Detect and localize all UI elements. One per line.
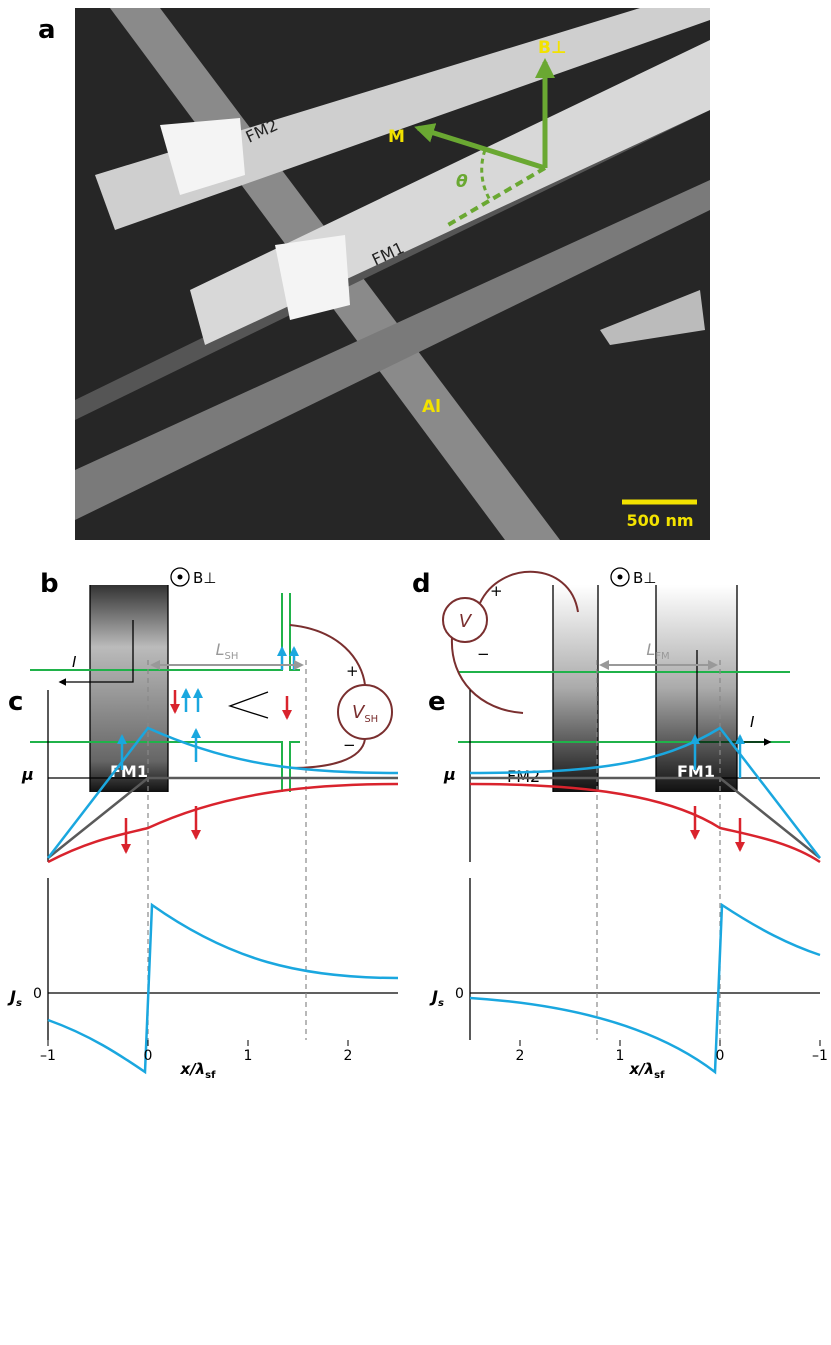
voltage-label: V xyxy=(459,611,473,632)
m-label: M xyxy=(388,127,405,147)
b-label: B⊥ xyxy=(193,569,216,587)
current-label: I xyxy=(72,653,77,671)
scale-label: 500 nm xyxy=(626,511,693,530)
x-tick-label: 1 xyxy=(616,1048,625,1064)
voltage-label: VSH xyxy=(352,702,378,725)
zero-label: 0 xyxy=(455,986,464,1002)
tspan-shape: L xyxy=(646,640,655,659)
tspan-shape: L xyxy=(216,640,225,659)
rect-shape xyxy=(90,585,168,792)
rect-shape xyxy=(553,585,598,792)
x-tick-label: –1 xyxy=(812,1048,828,1064)
panel-label: d xyxy=(412,569,431,599)
x-axis-label: x/λsf xyxy=(180,1060,217,1081)
tspan-shape: x/λ xyxy=(180,1060,206,1078)
x-tick-label: –1 xyxy=(40,1048,56,1064)
figure: a B⊥ M θ FM2 FM1 Al 500 nm b FM1 B⊥ I + … xyxy=(0,0,831,1345)
path-shape xyxy=(470,784,820,862)
js-label: Js xyxy=(429,987,444,1009)
panel-label: b xyxy=(40,569,59,599)
panel-label: e xyxy=(428,687,446,717)
micrograph xyxy=(75,8,710,540)
circle-shape xyxy=(618,575,623,580)
tspan-shape: x/λ xyxy=(629,1060,655,1078)
length-label: LSH xyxy=(216,640,239,662)
path-shape xyxy=(470,905,820,1072)
zero-label: 0 xyxy=(33,986,42,1002)
b-label: B⊥ xyxy=(538,38,567,58)
plus: + xyxy=(490,582,503,600)
fm2-label: FM2 xyxy=(507,767,540,786)
panel-label: a xyxy=(38,15,56,45)
path-shape xyxy=(148,660,306,1040)
theta-label: θ xyxy=(456,172,468,192)
tspan-shape: s xyxy=(438,998,444,1009)
js-label: Js xyxy=(7,987,22,1009)
tspan-shape: sf xyxy=(205,1070,216,1081)
tspan-shape: FM xyxy=(655,651,669,662)
x-tick-label: 0 xyxy=(716,1048,725,1064)
path-shape xyxy=(458,672,790,742)
minus: − xyxy=(343,736,356,754)
b-label: B⊥ xyxy=(633,569,656,587)
panel-e xyxy=(470,660,820,1072)
tspan-shape: sf xyxy=(654,1070,665,1081)
circle-shape xyxy=(338,685,392,739)
x-tick-label: 1 xyxy=(244,1048,253,1064)
plus: + xyxy=(346,662,359,680)
mu-label: μ xyxy=(21,765,34,784)
tspan-shape: J xyxy=(7,987,16,1006)
page: {"panels":{ "a":{"label":"a","fm2":"FM2"… xyxy=(0,0,831,1345)
circle-shape xyxy=(178,575,183,580)
x-tick-label: 0 xyxy=(144,1048,153,1064)
tspan-shape: s xyxy=(16,998,22,1009)
x-tick-label: 2 xyxy=(516,1048,525,1064)
x-tick-label: 2 xyxy=(344,1048,353,1064)
tspan-shape: SH xyxy=(225,651,239,662)
x-axis-label: x/λsf xyxy=(629,1060,666,1081)
current-label: I xyxy=(750,713,755,731)
path-shape xyxy=(48,784,398,862)
tspan-shape: SH xyxy=(364,714,378,725)
minus: − xyxy=(477,645,490,663)
al-label: Al xyxy=(422,397,441,417)
tspan-shape: J xyxy=(429,987,438,1006)
path-shape xyxy=(48,905,398,1072)
path-shape xyxy=(230,692,268,718)
mu-label: μ xyxy=(443,765,456,784)
panel-label: c xyxy=(8,687,23,717)
